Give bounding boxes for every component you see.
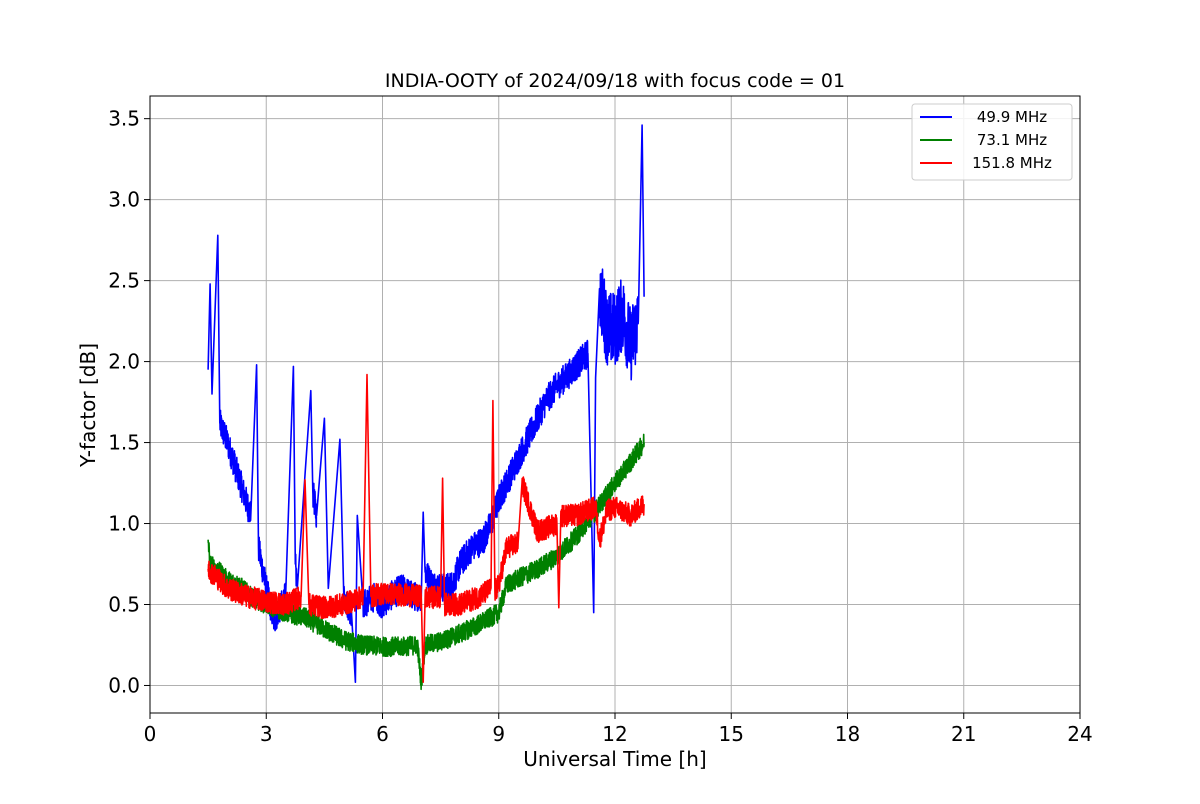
y-tick-label: 3.5 (108, 107, 140, 131)
x-tick-label: 9 (492, 722, 505, 746)
legend-label-2: 73.1 MHz (977, 131, 1047, 149)
y-tick-label: 0.5 (108, 592, 140, 616)
x-tick-label: 3 (260, 722, 273, 746)
y-axis-label: Y-factor [dB] (76, 343, 100, 468)
x-tick-label: 21 (951, 722, 976, 746)
x-axis: 0 3 6 9 12 15 18 21 24 (144, 713, 1093, 746)
legend-label-1: 49.9 MHz (977, 108, 1047, 126)
chart-title: INDIA-OOTY of 2024/09/18 with focus code… (385, 70, 845, 92)
series-line-3 (207, 373, 645, 683)
y-tick-label: 2.0 (108, 350, 140, 374)
legend-box (911, 103, 1073, 181)
x-tick-label: 12 (602, 722, 627, 746)
series-layer (207, 124, 645, 691)
x-tick-label: 6 (376, 722, 389, 746)
y-tick-label: 1.0 (108, 512, 140, 536)
legend-label-3: 151.8 MHz (972, 154, 1052, 172)
y-tick-label: 2.5 (108, 269, 140, 293)
y-tick-label: 3.0 (108, 188, 140, 212)
x-tick-label: 18 (835, 722, 860, 746)
legend: 49.9 MHz 73.1 MHz 151.8 MHz (911, 103, 1073, 181)
y-axis: 0.0 0.5 1.0 1.5 2.0 2.5 3.0 3.5 (108, 107, 150, 697)
x-axis-label: Universal Time [h] (523, 747, 706, 771)
x-tick-label: 0 (144, 722, 157, 746)
y-tick-label: 0.0 (108, 673, 140, 697)
y-tick-label: 1.5 (108, 431, 140, 455)
x-tick-label: 24 (1067, 722, 1092, 746)
x-tick-label: 15 (719, 722, 744, 746)
